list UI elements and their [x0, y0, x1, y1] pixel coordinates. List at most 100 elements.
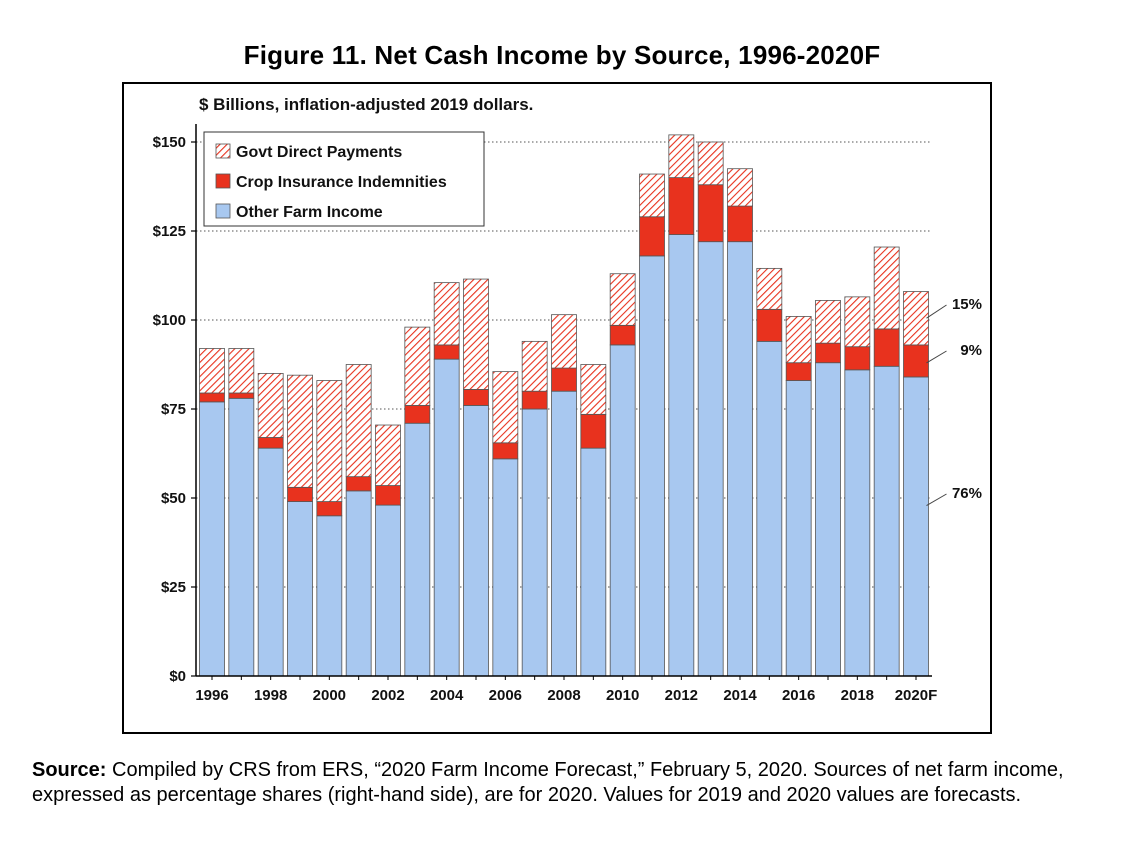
bar-govt-direct-payments — [609, 273, 636, 326]
x-tick-label: 2016 — [782, 687, 815, 704]
source-label: Source: — [32, 759, 107, 781]
bar-crop-insurance — [228, 392, 255, 399]
bar-govt-direct-payments — [257, 372, 284, 438]
bar-govt-direct-payments — [580, 364, 607, 415]
bar-govt-direct-payments — [844, 296, 871, 348]
x-tick-label: 2018 — [841, 687, 874, 704]
x-tick-label: 2004 — [430, 687, 464, 704]
bar-other-farm-income — [287, 501, 313, 677]
bar-govt-direct-payments — [873, 246, 900, 330]
chart-svg: $ Billions, inflation-adjusted 2019 doll… — [153, 95, 982, 704]
bar-govt-direct-payments — [521, 340, 548, 392]
x-tick-label: 2012 — [665, 687, 698, 704]
bar-other-farm-income — [199, 401, 225, 677]
bar-crop-insurance — [463, 389, 489, 406]
bar-crop-insurance — [375, 485, 401, 506]
bar-govt-direct-payments — [815, 300, 841, 344]
bar-other-farm-income — [375, 504, 401, 677]
bar-crop-insurance — [345, 476, 372, 492]
bar-crop-insurance — [844, 346, 871, 371]
bar-govt-direct-payments — [727, 168, 753, 207]
bar-other-farm-income — [257, 447, 284, 677]
bar-crop-insurance — [521, 390, 548, 410]
bar-govt-direct-payments — [756, 267, 783, 310]
y-tick-label: $150 — [153, 134, 186, 151]
annotation-label: 76% — [952, 485, 982, 502]
bar-other-farm-income — [639, 255, 665, 677]
legend-label: Govt Direct Payments — [236, 144, 402, 161]
share-annotations: 15% 9% 76% — [926, 296, 982, 506]
legend-swatch — [215, 173, 231, 189]
bar-govt-direct-payments — [639, 173, 665, 218]
y-tick-label: $25 — [161, 579, 186, 596]
x-tick-label: 2010 — [606, 687, 639, 704]
bar-crop-insurance — [785, 362, 812, 381]
bar-other-farm-income — [228, 397, 255, 677]
bar-other-farm-income — [727, 241, 753, 677]
bar-crop-insurance — [639, 216, 665, 257]
bar-crop-insurance — [727, 205, 753, 243]
bar-crop-insurance — [697, 184, 724, 243]
bar-govt-direct-payments — [463, 278, 489, 390]
annotation-leader — [926, 304, 947, 319]
bar-crop-insurance — [492, 442, 519, 460]
x-tick-label: 2006 — [489, 687, 522, 704]
bar-govt-direct-payments — [668, 134, 695, 179]
bar-other-farm-income — [844, 369, 871, 677]
bar-other-farm-income — [756, 340, 783, 677]
bar-govt-direct-payments — [228, 348, 255, 394]
y-tick-label: $0 — [169, 668, 186, 685]
bar-other-farm-income — [316, 515, 343, 677]
chart-subtitle: $ Billions, inflation-adjusted 2019 doll… — [199, 95, 533, 114]
bar-crop-insurance — [551, 367, 577, 392]
bar-other-farm-income — [903, 376, 929, 677]
bar-other-farm-income — [433, 358, 460, 677]
bar-other-farm-income — [345, 490, 372, 677]
chart-frame: $ Billions, inflation-adjusted 2019 doll… — [122, 82, 992, 734]
x-tick-label: 2000 — [313, 687, 346, 704]
y-tick-label: $125 — [153, 223, 186, 240]
bar-crop-insurance — [668, 177, 695, 235]
legend-label: Crop Insurance Indemnities — [236, 174, 447, 191]
bar-crop-insurance — [404, 405, 431, 424]
bar-govt-direct-payments — [316, 380, 343, 502]
legend-swatch — [215, 143, 231, 159]
bar-other-farm-income — [697, 241, 724, 677]
x-tick-label: 1998 — [254, 687, 287, 704]
annotation-leader — [926, 493, 947, 506]
bar-crop-insurance — [316, 501, 343, 517]
bar-other-farm-income — [785, 380, 812, 677]
y-tick-label: $50 — [161, 490, 186, 507]
bar-crop-insurance — [756, 308, 783, 342]
bar-govt-direct-payments — [404, 326, 431, 406]
source-text: Compiled by CRS from ERS, “2020 Farm Inc… — [32, 759, 1064, 806]
bar-crop-insurance — [609, 324, 636, 346]
bars — [199, 134, 929, 677]
bar-govt-direct-payments — [903, 291, 929, 346]
bar-govt-direct-payments — [199, 348, 225, 394]
bar-govt-direct-payments — [551, 314, 577, 369]
bar-govt-direct-payments — [287, 374, 313, 488]
bar-other-farm-income — [609, 344, 636, 677]
axes: $0 $25 $50 $75 $100 $125 $150 1996 1998 2000 2002 2… — [153, 124, 938, 704]
bar-crop-insurance — [580, 413, 607, 449]
legend-box — [203, 131, 485, 227]
bar-other-farm-income — [873, 365, 900, 677]
bar-govt-direct-payments — [697, 141, 724, 186]
annotation-leader — [926, 350, 947, 364]
annotation-label: 9% — [960, 342, 982, 359]
bar-other-farm-income — [463, 405, 489, 677]
bar-other-farm-income — [404, 422, 431, 677]
bar-crop-insurance — [903, 344, 929, 378]
bar-crop-insurance — [873, 328, 900, 367]
bar-crop-insurance — [287, 486, 313, 502]
bar-crop-insurance — [199, 392, 225, 403]
bar-other-farm-income — [551, 390, 577, 677]
legend-swatch — [215, 203, 231, 219]
x-tick-label: 2008 — [547, 687, 580, 704]
figure-title: Figure 11. Net Cash Income by Source, 19… — [243, 40, 881, 70]
bar-govt-direct-payments — [492, 371, 519, 444]
bar-govt-direct-payments — [785, 316, 812, 364]
x-tick-label: 1996 — [195, 687, 228, 704]
x-tick-label: 2020F — [895, 687, 938, 704]
